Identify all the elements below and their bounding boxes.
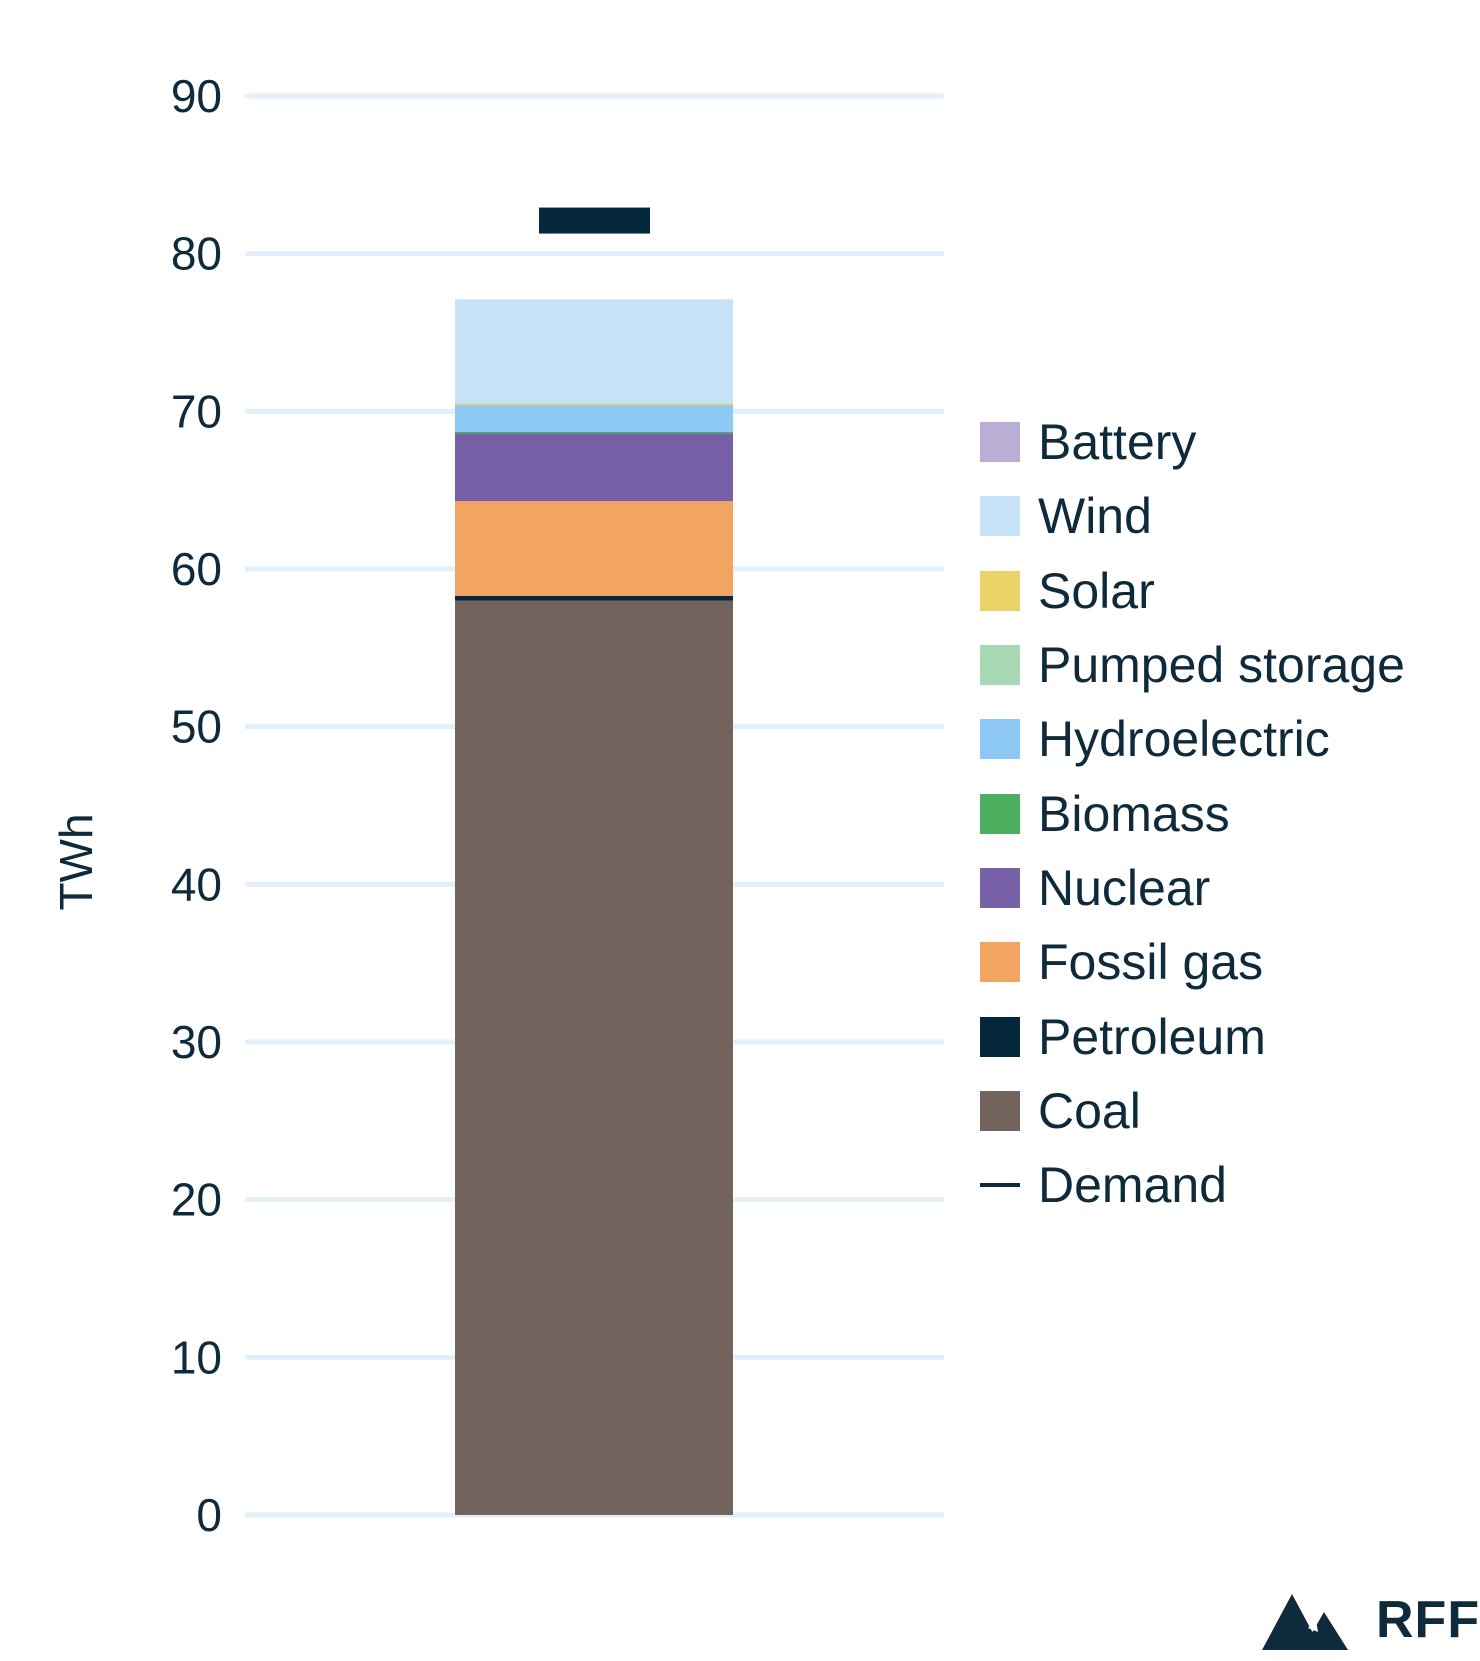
legend-label: Nuclear [1038,859,1211,916]
legend-item-nuclear: Nuclear [980,851,1405,925]
bar-segment-biomass [455,431,733,434]
legend-swatch [980,1090,1020,1131]
y-tick-label: 90 [171,70,222,122]
legend-line-swatch [980,1183,1020,1188]
legend-item-biomass: Biomass [980,776,1405,850]
legend-label: Fossil gas [1038,934,1264,991]
legend-swatch [980,570,1020,611]
y-tick-label: 10 [171,1331,222,1383]
legend-label: Hydroelectric [1038,711,1330,768]
bar-segment-hydroelectric [455,405,733,432]
legend-item-pumped-storage: Pumped storage [980,628,1405,702]
legend-item-coal: Coal [980,1074,1405,1148]
legend-label: Pumped storage [1038,637,1405,694]
legend-swatch [980,793,1020,834]
y-tick-label: 0 [196,1489,222,1541]
y-tick-label: 80 [171,228,222,280]
mountain-logo-icon [1262,1594,1348,1650]
logo-text: RFF [1376,1591,1480,1649]
legend-swatch [980,422,1020,463]
legend-item-solar: Solar [980,554,1405,628]
demand-marker [539,207,650,234]
legend-item-fossil-gas: Fossil gas [980,925,1405,999]
bar-segment-coal [455,600,733,1515]
y-axis-label: TWh [50,813,102,910]
legend-swatch [980,645,1020,686]
legend-item-battery: Battery [980,405,1405,479]
legend-label: Biomass [1038,785,1230,842]
legend-swatch [980,719,1020,760]
y-axis-ticks: 0 10 20 30 40 50 60 70 80 90 [171,70,222,1541]
legend-item-wind: Wind [980,479,1405,553]
y-tick-label: 20 [171,1174,222,1226]
y-tick-label: 40 [171,858,222,910]
legend-swatch [980,867,1020,908]
legend-label: Demand [1038,1157,1227,1214]
stacked-bar [455,299,733,1515]
legend-label: Solar [1038,562,1155,619]
legend: Battery Wind Solar Pumped storage Hydroelect… [980,405,1405,1222]
legend-item-demand: Demand [980,1148,1405,1222]
y-tick-label: 60 [171,543,222,595]
legend-label: Coal [1038,1082,1141,1139]
bar-segment-nuclear [455,433,733,502]
legend-item-petroleum: Petroleum [980,999,1405,1073]
bar-segment-petroleum [455,595,733,601]
bar-segment-solar [455,403,733,406]
legend-swatch [980,496,1020,537]
rff-logo: RFF [1262,1590,1480,1650]
y-tick-label: 50 [171,701,222,753]
y-tick-label: 30 [171,1016,222,1068]
y-tick-label: 70 [171,385,222,437]
legend-label: Petroleum [1038,1008,1266,1065]
legend-label: Battery [1038,414,1197,471]
bar-segment-fossil-gas [455,501,733,596]
legend-label: Wind [1038,488,1152,545]
demand-marker-group [539,207,650,234]
legend-swatch [980,942,1020,983]
bar-segment-wind [455,299,733,404]
legend-item-hydroelectric: Hydroelectric [980,702,1405,776]
legend-swatch [980,1016,1020,1057]
